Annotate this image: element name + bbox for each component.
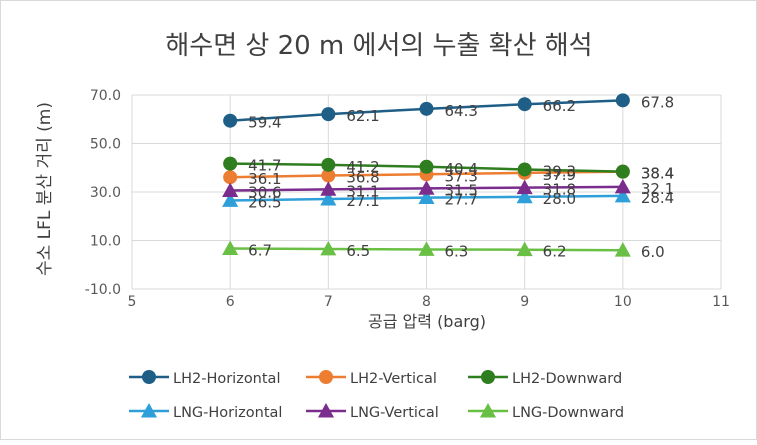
legend-label: LNG-Downward bbox=[512, 405, 624, 421]
chart-title: 해수면 상 20 m 에서의 누출 확산 해석 bbox=[165, 31, 592, 61]
y-axis-label: 수소 LFL 분산 거리 (m) bbox=[35, 102, 55, 276]
data-label: 36.1 bbox=[248, 170, 281, 188]
y-tick-label: -10.0 bbox=[85, 282, 121, 298]
x-tick-label: 9 bbox=[520, 294, 529, 310]
legend-item-lh2-downward: LH2-Downward bbox=[468, 370, 622, 387]
data-point-lng-downward bbox=[516, 241, 533, 257]
data-point-lh2-horizontal bbox=[615, 93, 630, 108]
legend-item-lng-downward: LNG-Downward bbox=[468, 402, 624, 421]
data-point-lh2-vertical bbox=[223, 170, 238, 185]
x-tick-label: 5 bbox=[128, 294, 137, 310]
data-point-lng-horizontal bbox=[320, 190, 337, 206]
data-point-lng-vertical bbox=[222, 182, 239, 197]
data-labels: 59.4 62.1 64.3 66.2 67.8 36.1 36.8 37.3 37.9 38.4… bbox=[248, 93, 674, 261]
data-label: 6.7 bbox=[248, 242, 272, 260]
data-point-lng-horizontal bbox=[222, 192, 239, 207]
data-point-lng-vertical bbox=[418, 180, 435, 195]
legend-marker bbox=[479, 402, 497, 418]
data-label: 41.2 bbox=[346, 158, 379, 176]
data-label: 62.1 bbox=[346, 107, 379, 125]
data-label: 39.3 bbox=[543, 162, 576, 180]
data-point-lh2-downward bbox=[321, 157, 336, 172]
legend-label: LNG-Horizontal bbox=[173, 405, 282, 421]
data-point-lh2-horizontal bbox=[517, 97, 532, 112]
legend-marker bbox=[317, 402, 335, 418]
data-label: 6.3 bbox=[445, 242, 469, 260]
data-point-lng-horizontal bbox=[614, 187, 631, 203]
data-label: 26.5 bbox=[248, 193, 281, 211]
data-point-lng-vertical bbox=[320, 181, 337, 196]
data-label: 37.9 bbox=[543, 166, 576, 184]
data-label: 31.8 bbox=[543, 181, 576, 199]
data-point-lh2-downward bbox=[223, 156, 238, 171]
x-axis-label: 공급 압력 (barg) bbox=[368, 312, 486, 331]
data-point-lh2-downward bbox=[615, 164, 630, 179]
y-tick-label: 10.0 bbox=[90, 234, 121, 250]
x-tick-label: 6 bbox=[226, 294, 235, 310]
data-label: 28.4 bbox=[641, 189, 674, 207]
legend-item-lh2-vertical: LH2-Vertical bbox=[306, 370, 437, 387]
data-label: 38.4 bbox=[641, 165, 674, 183]
series-layer bbox=[222, 93, 631, 257]
y-tick-label: 30.0 bbox=[90, 185, 121, 201]
data-label: 41.7 bbox=[248, 157, 281, 175]
y-tick-label: 50.0 bbox=[90, 137, 121, 153]
data-label: 59.4 bbox=[248, 114, 281, 132]
y-tick-label: 70.0 bbox=[90, 88, 121, 104]
data-label: 40.4 bbox=[445, 160, 478, 178]
legend-marker bbox=[319, 370, 333, 384]
data-point-lh2-downward bbox=[517, 162, 532, 177]
data-point-lng-downward bbox=[222, 240, 239, 255]
legend-marker bbox=[142, 370, 156, 384]
data-label: 64.3 bbox=[445, 102, 478, 120]
data-point-lh2-horizontal bbox=[223, 113, 238, 128]
data-point-lh2-vertical bbox=[321, 168, 336, 183]
data-label: 31.5 bbox=[445, 181, 478, 199]
data-point-lng-downward bbox=[320, 240, 337, 256]
legend-label: LH2-Horizontal bbox=[173, 371, 280, 387]
data-label: 36.8 bbox=[346, 169, 379, 187]
legend: LH2-Horizontal LH2-Vertical LH2-Downward LN… bbox=[129, 370, 624, 421]
data-label: 6.5 bbox=[346, 242, 370, 260]
data-label: 66.2 bbox=[543, 97, 576, 115]
data-point-lng-downward bbox=[418, 241, 435, 256]
legend-label: LNG-Vertical bbox=[350, 405, 439, 421]
legend-marker bbox=[140, 402, 158, 418]
x-tick-label: 11 bbox=[712, 294, 730, 310]
x-tick-label: 7 bbox=[324, 294, 333, 310]
data-point-lng-horizontal bbox=[516, 188, 533, 204]
data-label: 67.8 bbox=[641, 93, 674, 111]
axis-ticks: -10.0 10.0 30.0 50.0 70.0 5 6 7 8 9 10 11 bbox=[85, 88, 730, 310]
data-label: 27.1 bbox=[346, 192, 379, 210]
data-label: 37.3 bbox=[445, 167, 478, 185]
data-label: 27.7 bbox=[445, 191, 478, 209]
data-label: 31.1 bbox=[346, 182, 379, 200]
legend-item-lng-horizontal: LNG-Horizontal bbox=[129, 402, 282, 421]
x-tick-label: 10 bbox=[614, 294, 632, 310]
data-label: 30.6 bbox=[248, 184, 281, 202]
data-point-lh2-horizontal bbox=[321, 107, 336, 122]
data-point-lng-horizontal bbox=[418, 189, 435, 205]
legend-label: LH2-Vertical bbox=[350, 371, 437, 387]
data-point-lng-vertical bbox=[614, 178, 631, 194]
data-point-lng-downward bbox=[614, 242, 631, 257]
data-label: 32.1 bbox=[641, 180, 674, 198]
legend-item-lng-vertical: LNG-Vertical bbox=[306, 402, 439, 421]
legend-item-lh2-horizontal: LH2-Horizontal bbox=[129, 370, 280, 387]
x-tick-label: 8 bbox=[422, 294, 431, 310]
data-label: 28.0 bbox=[543, 190, 576, 208]
data-label: 38.4 bbox=[641, 165, 674, 183]
legend-marker bbox=[481, 370, 495, 384]
data-label: 6.0 bbox=[641, 243, 665, 261]
data-label: 6.2 bbox=[543, 243, 567, 261]
data-point-lh2-downward bbox=[419, 159, 434, 174]
data-point-lh2-horizontal bbox=[419, 101, 434, 116]
data-point-lng-vertical bbox=[516, 179, 533, 195]
legend-label: LH2-Downward bbox=[512, 371, 622, 387]
